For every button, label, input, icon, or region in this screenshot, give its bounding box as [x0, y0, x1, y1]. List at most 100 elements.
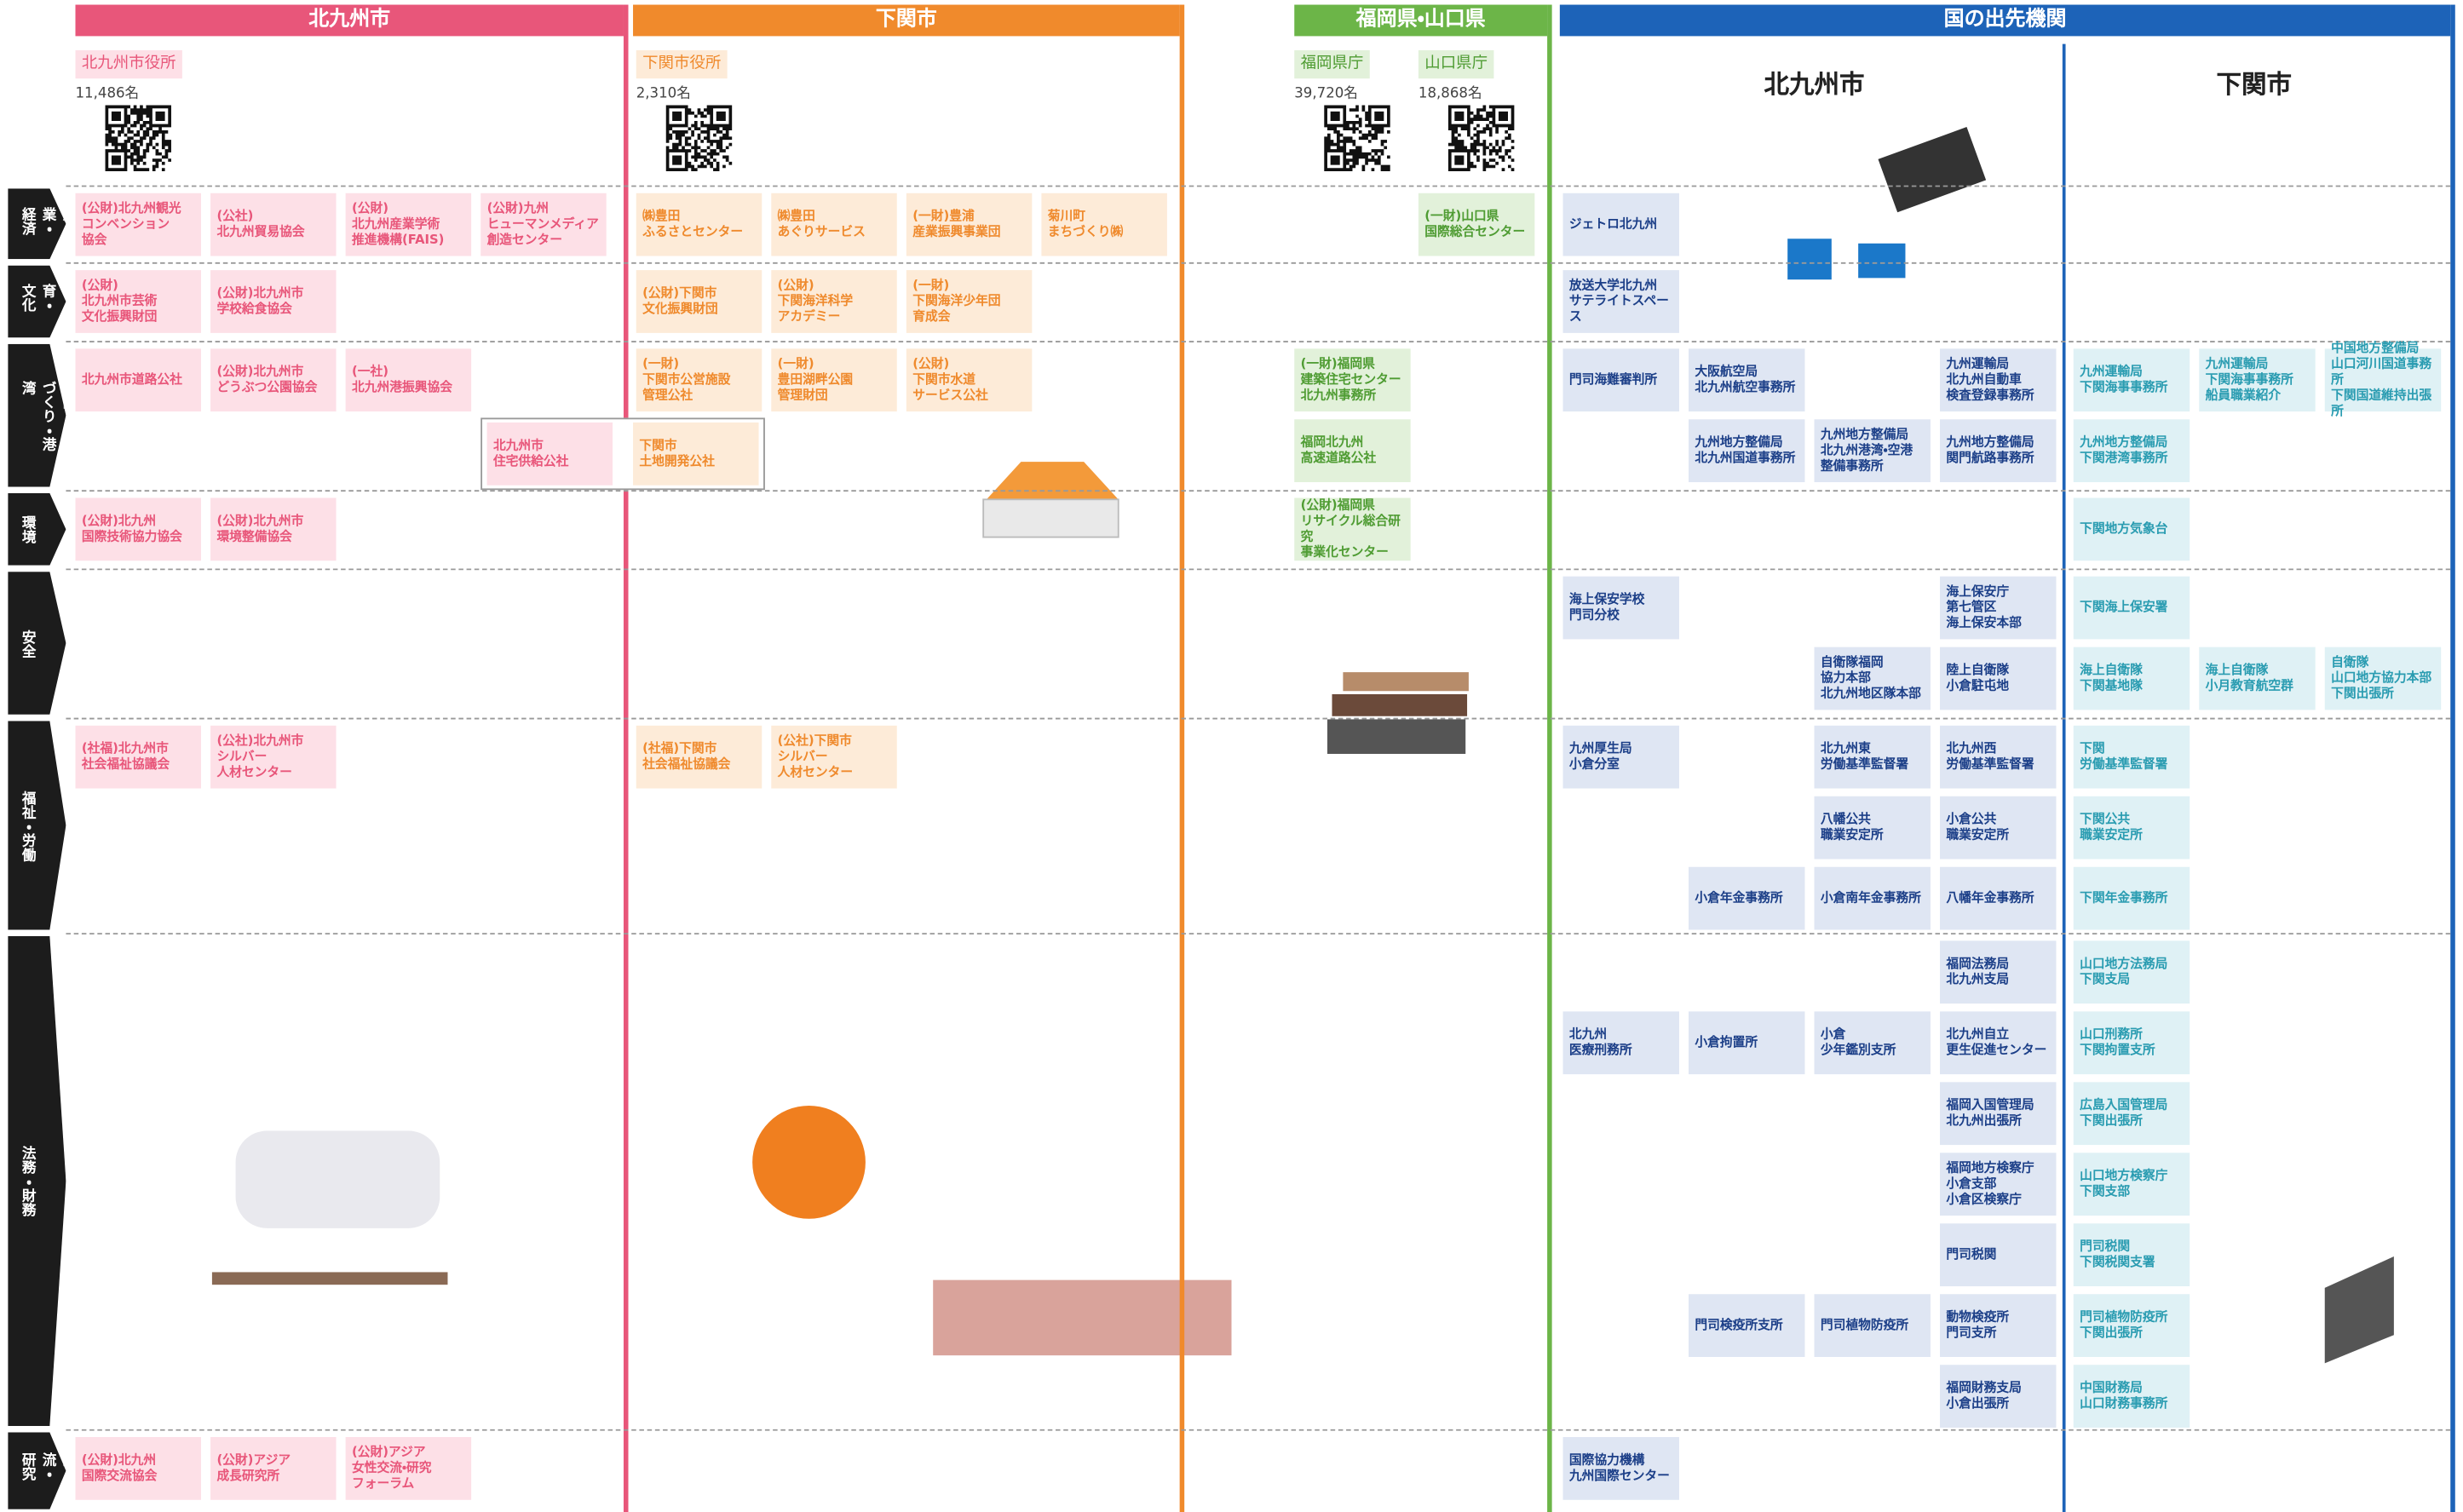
organization: (公社) 北九州貿易協会 [210, 193, 337, 256]
organization: (公財)北九州 国際技術協力協会 [75, 497, 201, 561]
organization: 下関地方気象台 [2073, 497, 2190, 561]
organization: ㈱豊田 ふるさとセンター [636, 193, 762, 256]
organization: 九州厚生局 小倉分室 [1562, 725, 1679, 789]
table-illustration [211, 1272, 448, 1285]
organization: (一財)福岡県 建築住宅センター 北九州事務所 [1294, 348, 1411, 412]
organization: 九州運輸局 北九州自動車 検査登録事務所 [1940, 348, 2057, 412]
organization: (公財)北九州 国際交流協会 [75, 1437, 201, 1500]
organization: 下関 労働基準監督署 [2073, 725, 2190, 789]
organization: 九州運輸局 下関海事事務所 [2073, 348, 2190, 412]
office-name: 福岡県庁 [1294, 50, 1370, 79]
books-illustration [1343, 672, 1469, 692]
column-header: 国の出先機関 [1559, 4, 2451, 37]
organization: (一社) 北九州港振興協会 [345, 348, 472, 412]
organization: 国際協力機構 九州国際センター [1562, 1437, 1679, 1500]
organization: 九州地方整備局 関門航路事務所 [1940, 419, 2057, 483]
organization: 北九州市 住宅供給公社 [486, 422, 613, 486]
organization: (公財)福岡県 リサイクル総合研究 事業化センター [1294, 497, 1411, 561]
organization: (一財) 下関海洋少年団 育成会 [906, 270, 1033, 333]
row-label-text: 建設・まちづくり・港湾 [19, 379, 76, 451]
organization: 福岡法務局 北九州支局 [1940, 940, 2057, 1004]
house-body [982, 498, 1119, 538]
column-header: 北九州市 [75, 4, 624, 37]
office-name: 山口県庁 [1418, 50, 1494, 79]
shelf-illustration [235, 1130, 440, 1228]
organization: (公財)北九州観光 コンベンション 協会 [75, 193, 201, 256]
organization: 門司植物防疫所 下関出張所 [2073, 1294, 2190, 1357]
organization: 福岡北九州 高速道路公社 [1294, 419, 1411, 483]
organization: 門司海難審判所 [1562, 348, 1679, 412]
organization: 自衛隊 山口地方協力本部 下関出張所 [2324, 647, 2442, 710]
organization: 九州運輸局 下関海事事務所 船員職業紹介 [2199, 348, 2316, 412]
organization: (公財)北九州市 環境整備協会 [210, 497, 337, 561]
organization: 北九州東 労働基準監督署 [1814, 725, 1931, 789]
organization: 北九州西 労働基準監督署 [1940, 725, 2057, 789]
qr-code [1324, 105, 1390, 171]
organization: ㈱豊田 あぐりサービス [771, 193, 897, 256]
column-header: 福岡県・山口県 [1294, 4, 1548, 37]
column-border [1547, 4, 1552, 1512]
organization: ジェトロ北九州 [1562, 193, 1679, 256]
row-separator [66, 185, 2451, 187]
mail-icon [1787, 239, 1832, 280]
organization: (一財)豊浦 産業振興事業団 [906, 193, 1033, 256]
organization: 動物検疫所 門司支所 [1940, 1294, 2057, 1357]
books-illustration [1332, 693, 1468, 716]
organization: (公財)アジア 女性交流・研究 フォーラム [345, 1437, 472, 1500]
row-label-text: 福祉・労働 [19, 790, 35, 861]
organization: (公財)北九州市 学校給食協会 [210, 270, 337, 333]
organization: 門司税関 [1940, 1223, 2057, 1287]
organization: 菊川町 まちづくり㈱ [1041, 193, 1167, 256]
organization: (公財) 下関市水道 サービス公社 [906, 348, 1033, 412]
organization: 福岡財務支局 小倉出張所 [1940, 1365, 2057, 1428]
column-border [1179, 4, 1185, 1512]
organization: (公財)下関市 文化振興財団 [636, 270, 762, 333]
row-separator [66, 341, 2451, 342]
organization: (公財)北九州市 どうぶつ公園協会 [210, 348, 337, 412]
qr-pattern [105, 105, 171, 171]
organization: 八幡公共 職業安定所 [1814, 796, 1931, 859]
office-name: 下関市役所 [636, 50, 728, 79]
column-border [623, 4, 629, 1512]
row-label-text: 法務・財務 [19, 1146, 35, 1216]
desk-illustration [933, 1279, 1232, 1356]
organization: 広島入国管理局 下関出張所 [2073, 1082, 2190, 1146]
organization: 下関海上保安署 [2073, 576, 2190, 640]
organization: 門司税関 下関税関支署 [2073, 1223, 2190, 1287]
organization: 海上自衛隊 下関基地隊 [2073, 647, 2190, 710]
row-separator [66, 1429, 2451, 1431]
organization: 放送大学北九州 サテライトスペース [1562, 270, 1679, 333]
organization: 山口刑務所 下関拘置支所 [2073, 1011, 2190, 1075]
row-separator [66, 568, 2451, 571]
organization: (公社)下関市 シルバー 人材センター [771, 725, 897, 789]
qr-pattern [665, 105, 733, 171]
organization: (公財)九州 ヒューマンメディア 創造センター [481, 193, 607, 256]
organization: 山口地方検察庁 下関支部 [2073, 1153, 2190, 1216]
office-name: 北九州市役所 [75, 50, 182, 79]
organization: 門司植物防疫所 [1814, 1294, 1931, 1357]
national-subheader: 下関市 [2216, 69, 2293, 100]
staff-count: 2,310名 [636, 86, 691, 102]
organization: 下関年金事務所 [2073, 866, 2190, 930]
organization: 大阪航空局 北九州航空事務所 [1689, 348, 1805, 412]
organization: 中国財務局 山口財務事務所 [2073, 1365, 2190, 1428]
organization: (公社)北九州市 シルバー 人材センター [210, 725, 337, 789]
row-label-text: 環境 [19, 515, 35, 543]
organization: 北九州市道路公社 [75, 348, 201, 412]
staff-count: 39,720名 [1294, 86, 1358, 102]
organization: (社福)下関市 社会福祉協議会 [636, 725, 762, 789]
organization: 九州地方整備局 下関港湾事務所 [2073, 419, 2190, 483]
row-separator [66, 262, 2451, 264]
national-subheader: 北九州市 [1764, 69, 1865, 100]
organization: 小倉 少年鑑別支所 [1814, 1011, 1931, 1075]
qr-code [105, 105, 171, 171]
column-header: 下関市 [633, 4, 1180, 37]
staff-count: 18,868名 [1418, 86, 1482, 102]
qr-pattern [1324, 105, 1390, 171]
qr-code [1447, 105, 1515, 171]
organization: 海上保安庁 第七管区 海上保安本部 [1940, 576, 2057, 640]
organization: (社福)北九州市 社会福祉協議会 [75, 725, 201, 789]
house-roof [986, 462, 1119, 500]
